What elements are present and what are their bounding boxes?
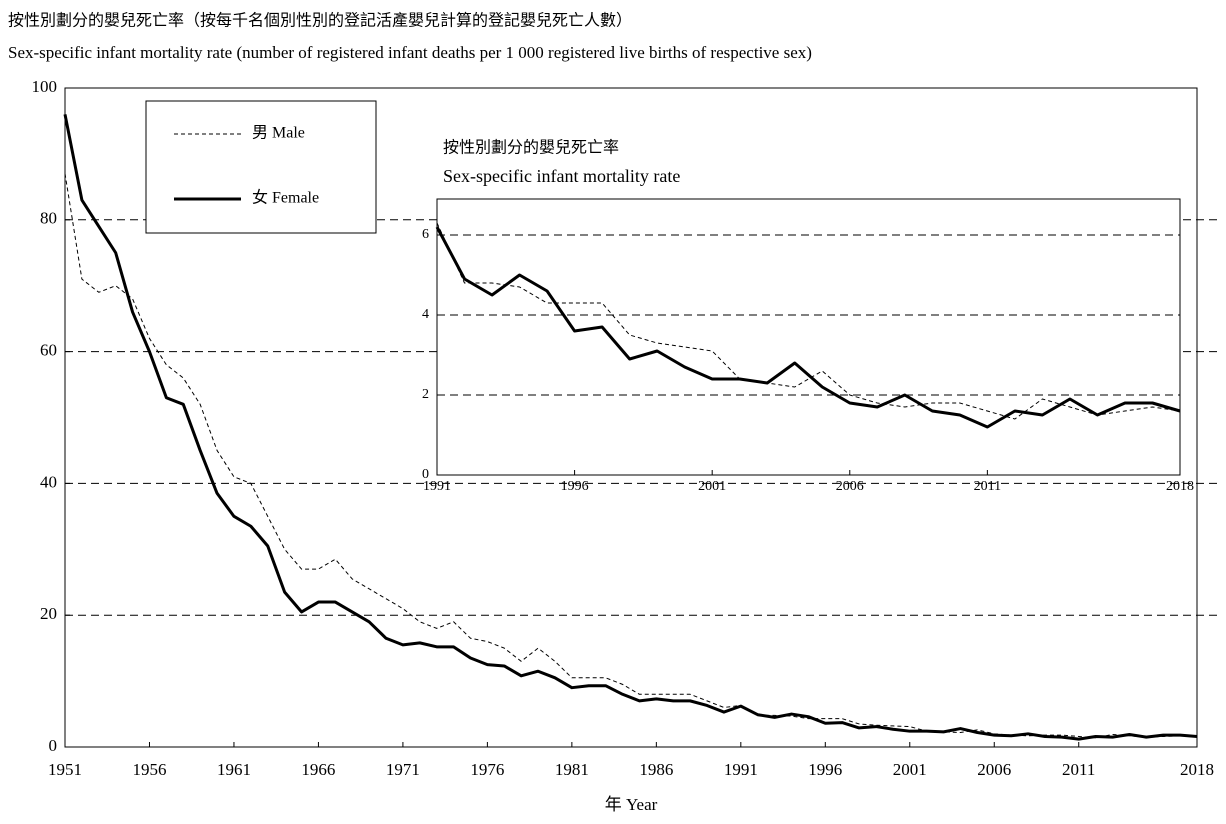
x-tick-label: 1996 (561, 479, 589, 494)
x-tick-label: 2011 (1062, 760, 1095, 779)
x-tick-label: 2018 (1180, 760, 1214, 779)
legend-label: 男 Male (252, 125, 305, 142)
inset-subtitle: Sex-specific infant mortality rate (443, 166, 680, 186)
y-tick-label: 6 (422, 227, 429, 242)
x-tick-label: 1951 (48, 760, 82, 779)
x-tick-label: 1996 (808, 760, 842, 779)
x-tick-label: 2011 (974, 479, 1001, 494)
x-tick-label: 1981 (555, 760, 589, 779)
y-tick-label: 60 (40, 341, 57, 360)
legend-label: 女 Female (252, 188, 319, 207)
inset-frame (436, 198, 1181, 476)
y-tick-label: 2 (422, 387, 429, 402)
x-tick-label: 1961 (217, 760, 251, 779)
x-tick-label: 2006 (977, 760, 1011, 779)
chart-subtitle: Sex-specific infant mortality rate (numb… (8, 43, 812, 62)
y-tick-label: 80 (40, 209, 57, 228)
x-tick-label: 2001 (893, 760, 927, 779)
x-tick-label: 2001 (698, 479, 726, 494)
series-line (436, 222, 1181, 420)
legend: 男 Male 女 Female (145, 100, 377, 234)
y-tick-label: 100 (32, 77, 58, 96)
x-tick-label: 2018 (1166, 479, 1194, 494)
y-tick-label: 4 (422, 307, 429, 322)
y-tick-label: 0 (422, 467, 429, 482)
series-line (435, 226, 1181, 429)
y-tick-label: 40 (40, 472, 57, 491)
x-tick-label: 1991 (423, 479, 451, 494)
x-tick-label: 1986 (639, 760, 673, 779)
y-tick-label: 0 (49, 736, 58, 755)
x-axis-label: 年 Year (605, 795, 658, 814)
x-tick-label: 2006 (836, 479, 864, 494)
x-tick-label: 1956 (132, 760, 166, 779)
x-tick-label: 1966 (301, 760, 335, 779)
x-tick-label: 1971 (386, 760, 420, 779)
inset-title: 按性別劃分的嬰兒死亡率 (443, 138, 619, 157)
y-tick-label: 20 (40, 604, 57, 623)
chart-title: 按性別劃分的嬰兒死亡率（按每千名個別性別的登記活產嬰兒計算的登記嬰兒死亡人數） (8, 11, 632, 30)
legend-box (145, 100, 377, 234)
x-tick-label: 1991 (724, 760, 758, 779)
series-line (63, 114, 1198, 741)
x-tick-label: 1976 (470, 760, 504, 779)
